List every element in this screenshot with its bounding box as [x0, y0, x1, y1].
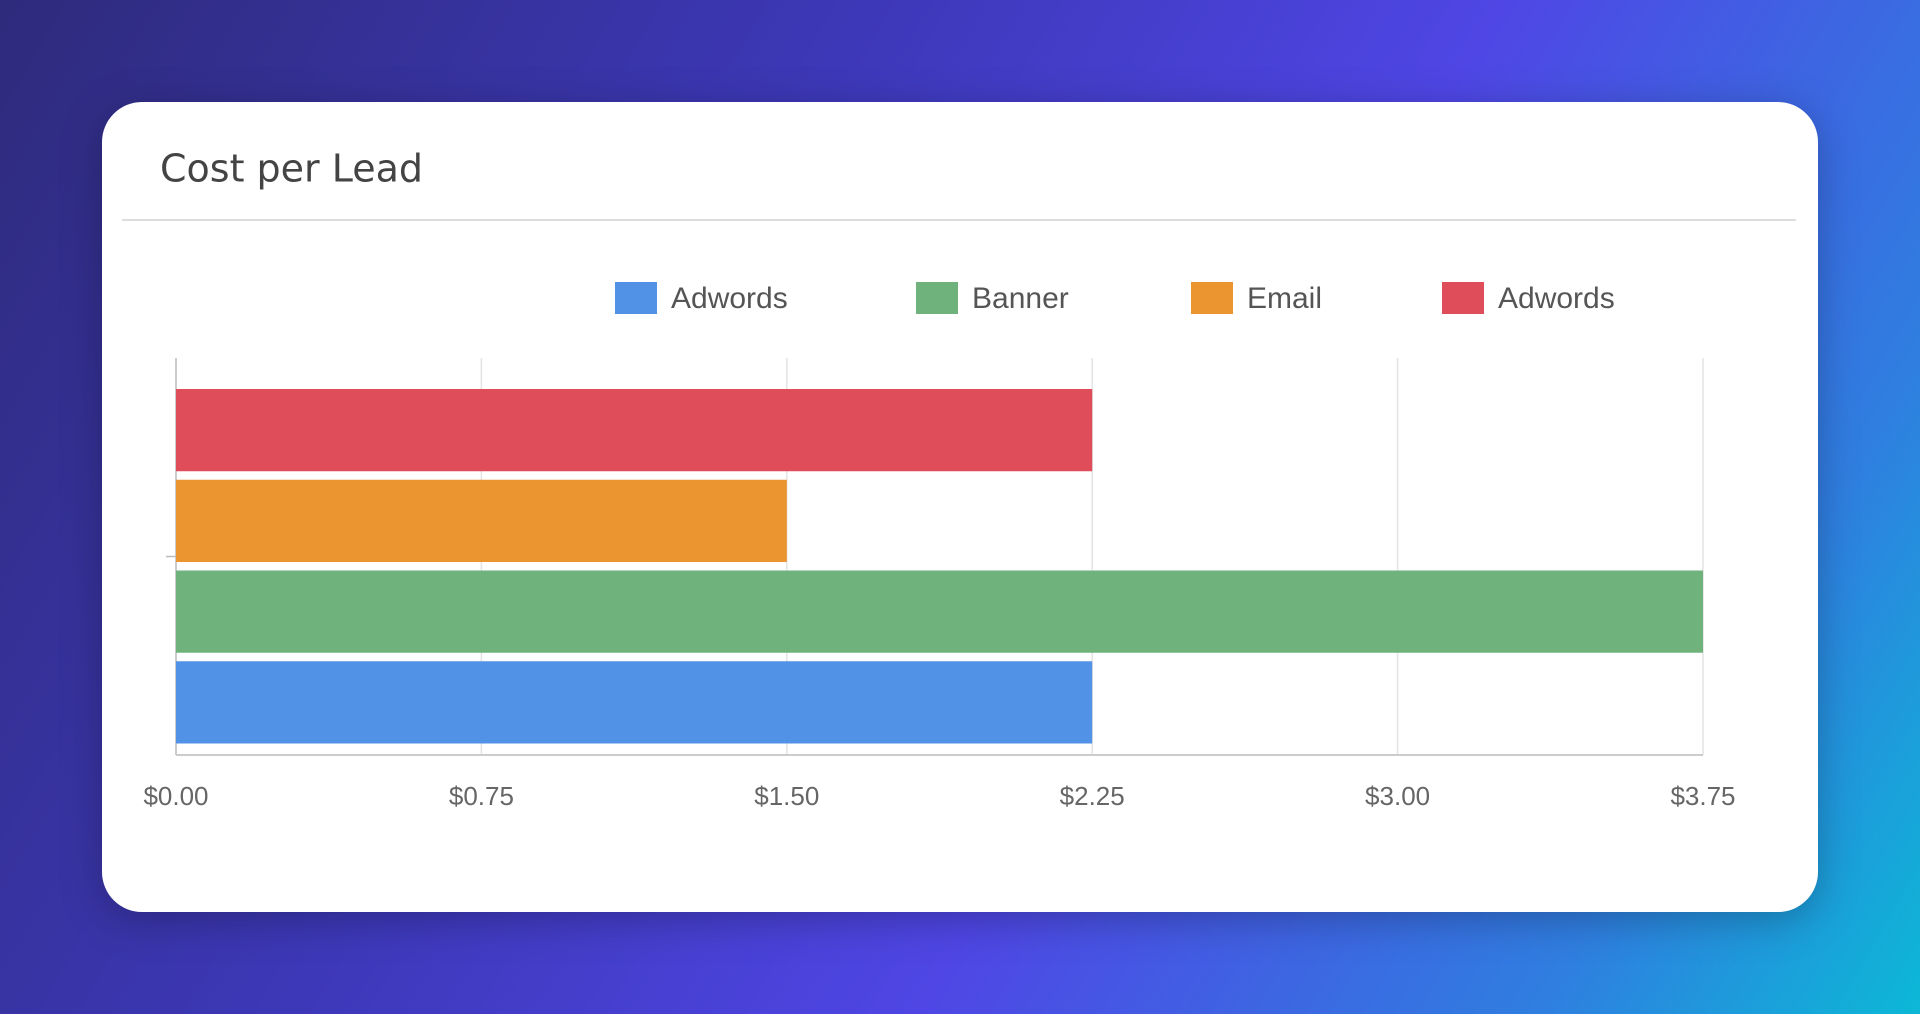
legend-swatch [1442, 282, 1484, 314]
bar [176, 661, 1093, 744]
x-tick-label: $0.75 [449, 781, 514, 811]
bar [176, 389, 1093, 472]
bar [176, 479, 787, 562]
chart-title: Cost per Lead [160, 147, 423, 191]
x-tick-label: $1.50 [754, 781, 819, 811]
bar [176, 570, 1703, 653]
legend-label: Adwords [671, 282, 788, 315]
legend-swatch [615, 282, 657, 314]
x-tick-label: $2.25 [1060, 781, 1125, 811]
x-tick-label: $3.75 [1670, 781, 1735, 811]
legend-swatch [916, 282, 958, 314]
x-tick-label: $3.00 [1365, 781, 1430, 811]
x-tick-label: $0.00 [143, 781, 208, 811]
legend-swatch [1191, 282, 1233, 314]
legend-label: Banner [972, 282, 1069, 315]
legend-label: Email [1247, 282, 1322, 315]
legend-label: Adwords [1498, 282, 1615, 315]
